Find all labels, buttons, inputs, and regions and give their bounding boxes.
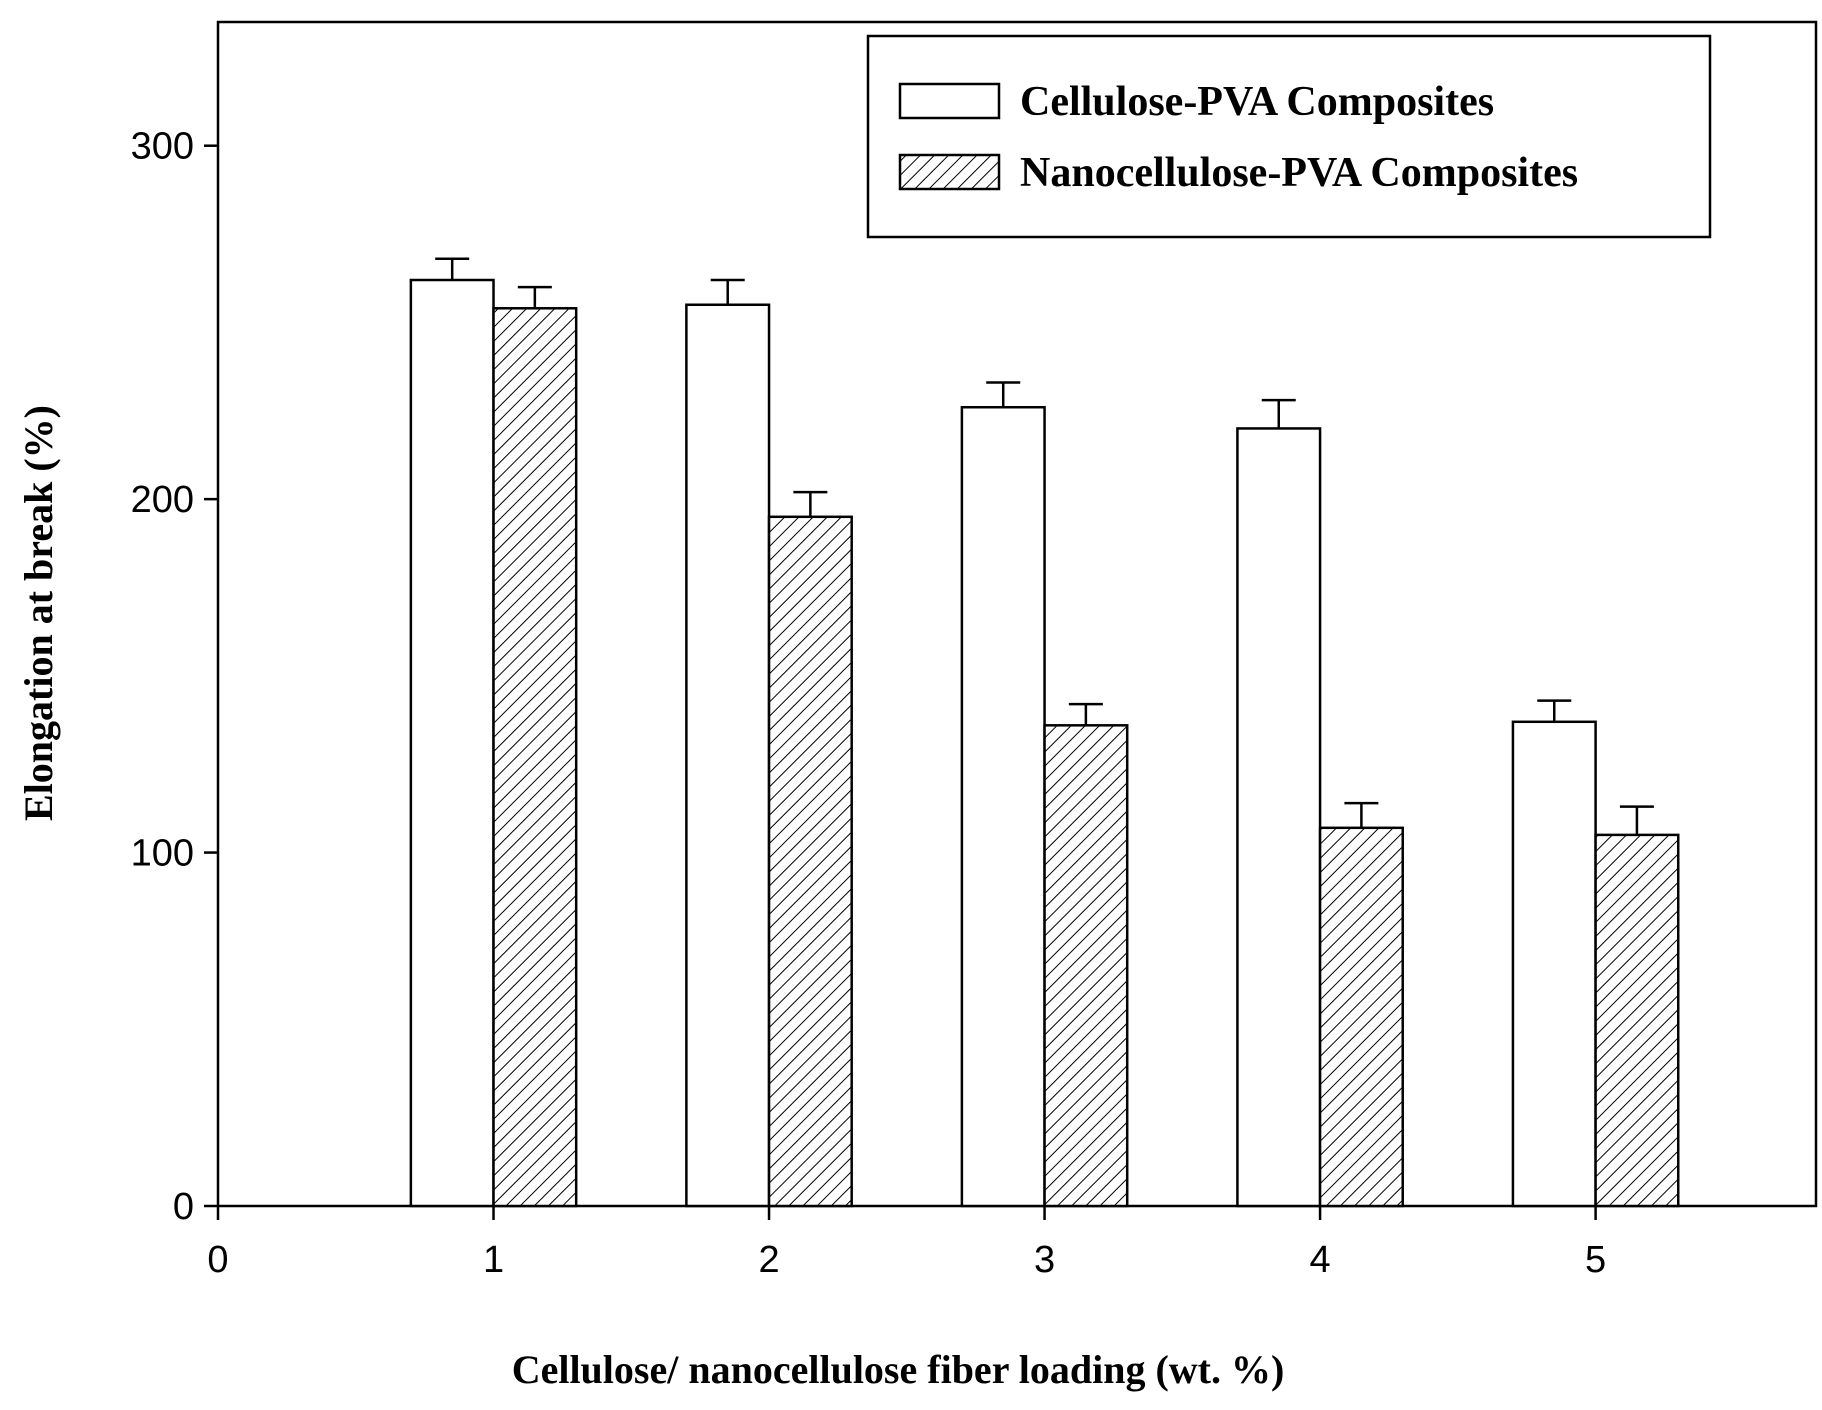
y-tick-label: 100 xyxy=(131,833,194,875)
legend-label-cellulose: Cellulose-PVA Composites xyxy=(1020,79,1494,125)
nanocellulose-bar xyxy=(1318,826,1404,1208)
x-tick-label: 2 xyxy=(758,1239,779,1281)
x-axis: 0 1 2 3 4 5 xyxy=(207,1206,1606,1281)
x-tick-label: 4 xyxy=(1309,1239,1330,1281)
nanocellulose-bar xyxy=(492,307,578,1208)
x-tick-label: 3 xyxy=(1034,1239,1055,1281)
bars-group xyxy=(409,257,1680,1208)
nanocellulose-bar xyxy=(767,515,853,1208)
legend-swatch-cellulose xyxy=(898,82,1001,120)
y-tick-label: 0 xyxy=(173,1186,194,1228)
legend: Cellulose-PVA Composites Nanocellulose-P… xyxy=(866,34,1712,239)
legend-label-nanocellulose: Nanocellulose-PVA Composites xyxy=(1020,150,1578,196)
legend-box xyxy=(866,34,1712,239)
x-tick-label: 1 xyxy=(483,1239,504,1281)
legend-swatch-nanocellulose xyxy=(898,153,1001,191)
y-tick-label: 300 xyxy=(131,126,194,168)
nanocellulose-bar xyxy=(1594,833,1680,1208)
cellulose-bar xyxy=(1511,720,1597,1208)
nanocellulose-bar xyxy=(1043,724,1129,1208)
cellulose-bar xyxy=(960,405,1046,1208)
x-tick-label: 0 xyxy=(207,1239,228,1281)
y-tick-label: 200 xyxy=(131,479,194,521)
y-axis-label: Elongation at break (%) xyxy=(16,405,61,821)
y-axis: 0 100 200 300 xyxy=(131,126,218,1228)
x-axis-label: Cellulose/ nanocellulose fiber loading (… xyxy=(512,1347,1285,1392)
cellulose-bar xyxy=(409,278,495,1208)
x-tick-label: 5 xyxy=(1585,1239,1606,1281)
cellulose-bar xyxy=(685,303,771,1208)
cellulose-bar xyxy=(1236,427,1322,1208)
